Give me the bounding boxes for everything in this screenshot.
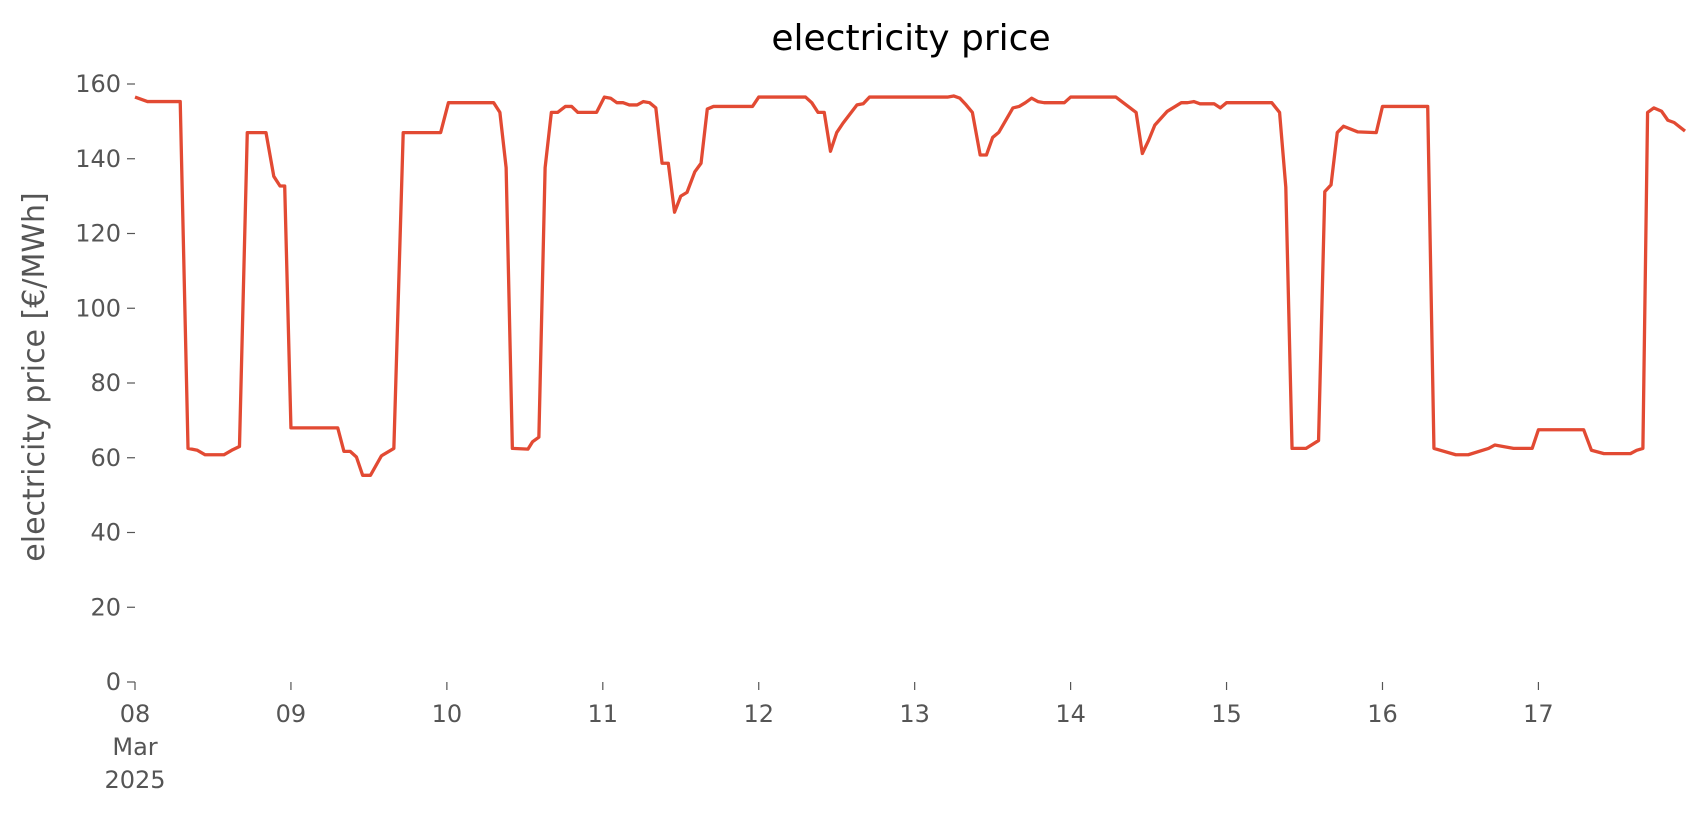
x-tick-label-line: 2025 — [104, 766, 165, 794]
y-tick-label: 140 — [75, 145, 121, 173]
y-tick-label: 100 — [75, 294, 121, 322]
x-tick-label: 13 — [899, 700, 930, 728]
y-tick-label: 80 — [90, 369, 121, 397]
x-tick-label-line: 14 — [1055, 700, 1086, 728]
x-tick-label: 16 — [1367, 700, 1398, 728]
y-tick-label: 40 — [90, 519, 121, 547]
x-tick-label: 09 — [276, 700, 307, 728]
y-tick-label: 60 — [90, 444, 121, 472]
x-tick-label-line: 12 — [743, 700, 774, 728]
x-tick-label: 10 — [432, 700, 463, 728]
y-tick-label: 20 — [90, 593, 121, 621]
x-tick-label-line: Mar — [112, 733, 157, 761]
x-tick-label-line: 15 — [1211, 700, 1242, 728]
x-tick-label-line: 10 — [432, 700, 463, 728]
x-tick-label-line: 13 — [899, 700, 930, 728]
line-series — [134, 94, 1687, 477]
x-tick-label-line: 17 — [1523, 700, 1554, 728]
x-tick-label-line: 08 — [120, 700, 151, 728]
x-tick-label: 17 — [1523, 700, 1554, 728]
x-tick-label-line: 11 — [588, 700, 619, 728]
y-tick-label: 120 — [75, 220, 121, 248]
chart-title: electricity price — [771, 18, 1050, 59]
x-tick-label: 14 — [1055, 700, 1086, 728]
x-tick-label-line: 09 — [276, 700, 307, 728]
x-tick-label: 11 — [588, 700, 619, 728]
x-tick-label: 08 Mar 2025 — [104, 700, 165, 794]
y-axis-label: electricity price [€/MWh] — [17, 192, 52, 561]
x-tick-label-line: 16 — [1367, 700, 1398, 728]
x-tick-label: 15 — [1211, 700, 1242, 728]
y-tick-label: 160 — [75, 70, 121, 98]
y-tick-label: 0 — [106, 668, 121, 696]
x-tick-label: 12 — [743, 700, 774, 728]
